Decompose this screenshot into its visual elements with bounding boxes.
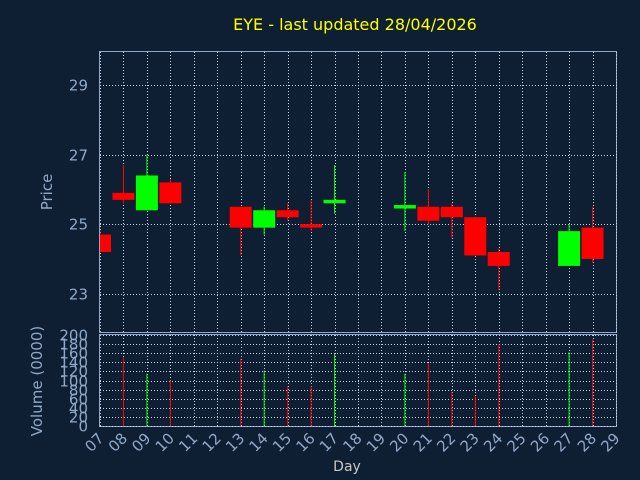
x-tick-label: 27 — [550, 429, 576, 455]
x-tick-label: 12 — [199, 429, 225, 455]
x-tick-label: 21 — [410, 429, 436, 455]
volume-tick-label: 200 — [59, 327, 88, 345]
volume-tick-label: 100 — [59, 373, 88, 391]
x-tick-label: 13 — [222, 429, 248, 455]
candle-body — [300, 224, 323, 228]
x-tick-label: 15 — [269, 429, 295, 455]
x-tick-label: 28 — [574, 429, 600, 455]
price-tick-label: 29 — [69, 77, 88, 95]
volume-tick-label: 60 — [69, 391, 88, 409]
candle-body — [440, 206, 463, 218]
chart-title: EYE - last updated 28/04/2026 — [233, 15, 477, 34]
candle-body — [417, 206, 440, 221]
x-tick-label: 09 — [128, 429, 154, 455]
x-tick-label: 18 — [339, 429, 365, 455]
candle-body — [581, 227, 604, 259]
candle-body — [323, 199, 346, 204]
volume-tick-label: 180 — [59, 336, 88, 354]
x-tick-label: 19 — [363, 429, 389, 455]
candle-body — [159, 182, 182, 204]
volume-panel: Volume (0000) Day 0204060801001201401601… — [28, 326, 624, 475]
x-tick-label: 08 — [105, 429, 131, 455]
candle-body — [464, 217, 487, 256]
volume-tick-label: 120 — [59, 363, 88, 381]
candles — [100, 154, 604, 291]
candle-body — [558, 231, 581, 266]
x-tick-label: 11 — [175, 429, 201, 455]
candle-body — [487, 252, 510, 266]
x-tick-label: 29 — [597, 429, 623, 455]
x-tick-label: 23 — [457, 429, 483, 455]
price-tick-label: 25 — [69, 216, 88, 234]
candle-body — [229, 206, 252, 228]
x-axis-label: Day — [333, 459, 361, 475]
candle-body — [100, 234, 111, 252]
volume-axis-label: Volume (0000) — [28, 326, 46, 436]
x-tick-label: 25 — [504, 429, 530, 455]
volume-tick-label: 0 — [78, 418, 88, 436]
x-tick-label: 24 — [480, 429, 506, 455]
volume-tick-label: 80 — [69, 382, 88, 400]
volume-bars — [122, 339, 594, 426]
candle-body — [276, 210, 299, 218]
price-axis-label: Price — [38, 174, 56, 211]
volume-tick-label: 140 — [59, 354, 88, 372]
x-tick-label: 20 — [386, 429, 412, 455]
price-tick-label: 27 — [69, 147, 88, 165]
candle-body — [135, 175, 158, 211]
price-tick-label: 23 — [69, 286, 88, 304]
candle-body — [253, 210, 276, 228]
x-tick-label: 22 — [433, 429, 459, 455]
x-tick-label: 14 — [246, 429, 272, 455]
x-tick-label: 26 — [527, 429, 553, 455]
x-tick-label: 16 — [292, 429, 318, 455]
candle-body — [112, 192, 135, 200]
volume-tick-label: 20 — [69, 409, 88, 427]
candle-body — [393, 205, 416, 209]
price-panel-frame — [99, 51, 617, 333]
x-tick-label: 10 — [152, 429, 178, 455]
volume-tick-label: 40 — [69, 400, 88, 418]
x-tick-label: 17 — [316, 429, 342, 455]
volume-tick-label: 160 — [59, 345, 88, 363]
price-panel: Price 23 25 27 29 — [38, 51, 617, 333]
